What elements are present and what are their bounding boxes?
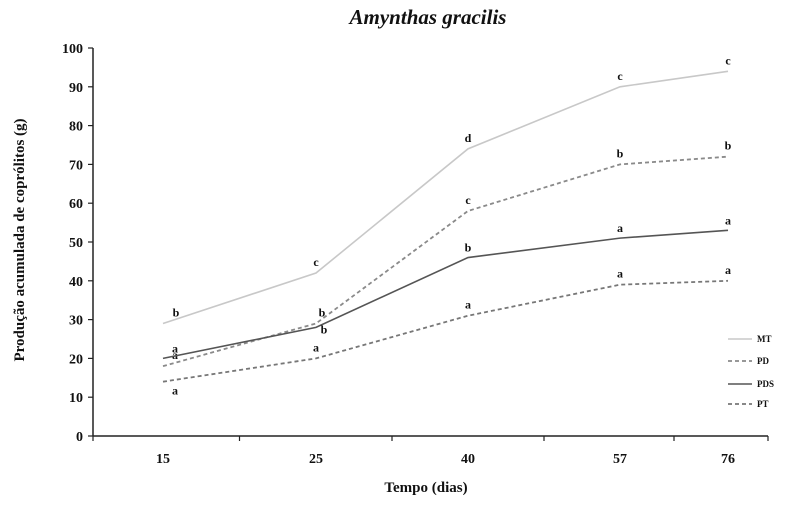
significance-label: b	[173, 305, 180, 319]
series-pt: a a a a a	[163, 263, 731, 398]
significance-label: b	[465, 241, 472, 255]
significance-label: c	[617, 69, 623, 83]
legend: MT PD PDS PT	[728, 334, 774, 409]
y-tick-label: 80	[69, 120, 83, 135]
x-tick-label: 25	[309, 452, 323, 467]
y-tick-label: 60	[69, 197, 83, 212]
y-tick-label: 10	[69, 391, 83, 406]
series-line-pd	[163, 157, 728, 367]
legend-label: MT	[757, 334, 772, 344]
x-tick-label: 57	[613, 452, 627, 467]
y-tick-label: 50	[69, 236, 83, 251]
legend-label: PD	[757, 356, 769, 366]
significance-label: c	[465, 193, 471, 207]
significance-label: b	[319, 305, 326, 319]
chart-title: Amynthas gracilis	[348, 5, 507, 29]
y-tick-label: 90	[69, 81, 83, 96]
significance-label: c	[313, 255, 319, 269]
significance-label: a	[313, 340, 319, 354]
y-tick-label: 70	[69, 158, 83, 173]
series-line-mt	[163, 71, 728, 323]
x-axis-label: Tempo (dias)	[384, 480, 467, 496]
y-tick-label: 20	[69, 352, 83, 367]
y-tick-label: 30	[69, 314, 83, 329]
significance-label: a	[617, 267, 623, 281]
significance-label: a	[725, 263, 731, 277]
significance-label: a	[465, 298, 471, 312]
y-axis-label: Produção acumulada de coprólitos (g)	[12, 118, 28, 361]
x-tick-label: 40	[461, 452, 475, 467]
axes: 0 10 20 30 40 50 60 70 80 90 100 15 25 40 57 76	[62, 42, 768, 467]
significance-label: a	[172, 384, 178, 398]
significance-label: c	[725, 53, 731, 67]
y-tick-label: 0	[76, 430, 83, 445]
significance-label: b	[725, 139, 732, 153]
x-tick-label: 15	[156, 452, 170, 467]
significance-label: a	[725, 213, 731, 227]
significance-label: b	[617, 146, 624, 160]
legend-label: PT	[757, 399, 769, 409]
legend-label: PDS	[757, 379, 774, 389]
y-tick-label: 40	[69, 275, 83, 290]
significance-label: a	[617, 221, 623, 235]
series-line-pds	[163, 230, 728, 358]
y-tick-label: 100	[62, 42, 83, 57]
significance-label: b	[321, 322, 328, 336]
significance-label: d	[465, 131, 472, 145]
significance-label: a	[172, 341, 178, 355]
x-tick-label: 76	[721, 452, 735, 467]
